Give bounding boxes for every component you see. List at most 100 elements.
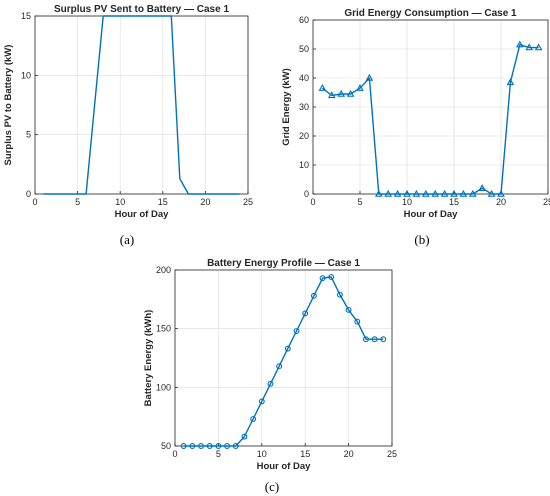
data-point — [384, 189, 393, 197]
y-tick-label: 60 — [299, 15, 309, 25]
data-point — [525, 43, 534, 51]
data-point — [267, 380, 274, 387]
data-point — [459, 189, 468, 197]
data-point — [336, 291, 343, 298]
data-point — [215, 443, 222, 449]
data-point — [365, 73, 374, 81]
data-point — [371, 336, 378, 343]
y-axis-label: Grid Energy (kW) — [281, 68, 292, 146]
chart-b: 0 5 10 15 20 25 0 10 20 30 40 50 60 Grid Energy Consu… — [281, 8, 550, 247]
data-point — [319, 275, 326, 282]
data-point — [412, 189, 421, 197]
data-point — [380, 336, 387, 343]
data-point — [346, 89, 355, 97]
data-point — [302, 310, 309, 317]
data-point — [515, 40, 524, 48]
panel-caption: (c) — [265, 479, 279, 494]
x-tick-label: 5 — [357, 197, 362, 207]
data-point — [232, 443, 239, 449]
data-point — [258, 398, 265, 405]
data-point — [534, 43, 543, 51]
data-point — [328, 274, 335, 280]
data-point — [337, 89, 346, 97]
data-point — [206, 443, 213, 449]
data-point — [440, 189, 449, 197]
x-tick-label: 25 — [243, 197, 253, 207]
data-point — [180, 443, 187, 449]
x-tick-label: 0 — [32, 197, 37, 207]
series-line — [183, 276, 384, 447]
y-tick-label: 100 — [156, 382, 171, 392]
data-point — [450, 189, 458, 197]
x-tick-label: 10 — [257, 449, 267, 459]
y-axis-label: Battery Energy (kWh) — [143, 310, 154, 407]
series-line — [43, 15, 240, 195]
data-point — [345, 306, 352, 313]
data-point — [276, 363, 283, 370]
data-point — [198, 443, 204, 449]
plot-frame — [34, 15, 249, 195]
data-point — [506, 78, 515, 86]
y-tick-label: 10 — [299, 160, 309, 170]
chart-a: 0 5 10 15 20 25 0 5 10 15 Surplus PV Sent to Batte… — [3, 4, 253, 247]
x-tick-label: 20 — [496, 197, 506, 207]
y-tick-label: 50 — [161, 441, 171, 451]
y-tick-label: 30 — [299, 102, 309, 112]
data-point — [356, 84, 364, 91]
data-point — [487, 189, 496, 197]
data-point — [393, 189, 402, 197]
panel-caption: (a) — [120, 232, 134, 247]
data-point — [310, 292, 317, 299]
data-point — [421, 189, 430, 197]
data-point — [478, 184, 487, 191]
data-point — [468, 189, 477, 197]
data-point — [374, 189, 383, 197]
x-tick-label: 20 — [344, 449, 354, 459]
y-tick-label: 20 — [299, 131, 309, 141]
x-tick-label: 20 — [200, 197, 210, 207]
y-axis-label: Surplus PV to Battery (kW) — [3, 45, 14, 166]
data-point — [327, 91, 336, 99]
x-tick-label: 25 — [543, 197, 550, 207]
data-point — [431, 189, 440, 197]
data-point — [354, 318, 361, 325]
y-tick-label: 150 — [156, 324, 171, 334]
y-tick-label: 50 — [299, 44, 309, 54]
x-tick-label: 15 — [158, 197, 168, 207]
y-tick-label: 0 — [26, 189, 31, 199]
x-tick-label: 0 — [172, 449, 177, 459]
panel-caption: (b) — [414, 232, 429, 247]
y-tick-label: 15 — [21, 11, 31, 21]
x-tick-label: 15 — [300, 449, 310, 459]
chart-c: 0 5 10 15 20 25 50 100 150 200 Battery Energy Prof… — [143, 258, 397, 494]
data-point — [293, 328, 300, 334]
data-point — [497, 189, 505, 197]
x-axis-label: Hour of Day — [257, 461, 312, 472]
y-tick-label: 5 — [26, 130, 31, 140]
data-point — [250, 416, 257, 422]
data-point — [284, 345, 291, 352]
data-point — [224, 443, 231, 449]
data-point — [241, 433, 248, 440]
data-point — [318, 84, 327, 91]
chart-title: Surplus PV Sent to Battery — Case 1 — [54, 4, 229, 15]
series-line — [321, 44, 539, 195]
y-tick-label: 200 — [156, 265, 171, 275]
y-tick-label: 0 — [304, 189, 309, 199]
x-tick-label: 15 — [449, 197, 459, 207]
y-tick-label: 40 — [299, 73, 309, 83]
x-tick-label: 25 — [387, 449, 397, 459]
data-point — [363, 336, 369, 343]
x-tick-label: 5 — [216, 449, 221, 459]
x-tick-label: 10 — [115, 197, 125, 207]
y-tick-label: 10 — [21, 70, 31, 80]
x-axis-label: Hour of Day — [115, 209, 170, 220]
x-tick-label: 10 — [402, 197, 412, 207]
data-point — [189, 443, 196, 449]
x-tick-label: 0 — [310, 197, 315, 207]
chart-title: Battery Energy Profile — Case 1 — [207, 258, 360, 269]
chart-title: Grid Energy Consumption — Case 1 — [344, 8, 517, 19]
x-tick-label: 5 — [75, 197, 80, 207]
plot-frame — [174, 269, 393, 447]
